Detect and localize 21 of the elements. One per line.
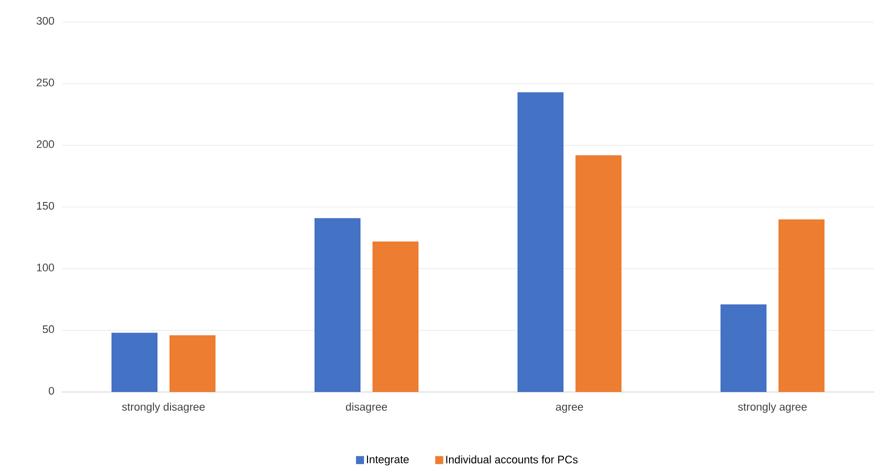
y-tick-label: 150: [37, 202, 54, 210]
x-tick-label: agree: [556, 404, 584, 413]
y-tick-label: 300: [36, 16, 54, 25]
bar: [720, 304, 767, 392]
bar: [778, 219, 825, 392]
bar: [576, 155, 622, 392]
bar: [170, 335, 216, 392]
x-tick-label: disagree: [346, 402, 388, 413]
y-tick-label: 50: [42, 325, 54, 334]
x-tick-label: strongly disagree: [122, 402, 205, 413]
y-tick-label: 200: [36, 140, 54, 148]
bar: [112, 332, 158, 392]
bar: [372, 242, 419, 392]
legend-label: Integrate: [367, 456, 409, 466]
y-tick-label: 0: [48, 386, 54, 395]
x-tick-label: strongly agree: [738, 402, 807, 413]
y-tick-label: 100: [37, 264, 54, 272]
y-tick-label: 250: [36, 78, 54, 86]
bar: [518, 92, 564, 392]
bar: [314, 218, 361, 392]
legend-label: Individual accounts for PCs: [446, 455, 578, 464]
